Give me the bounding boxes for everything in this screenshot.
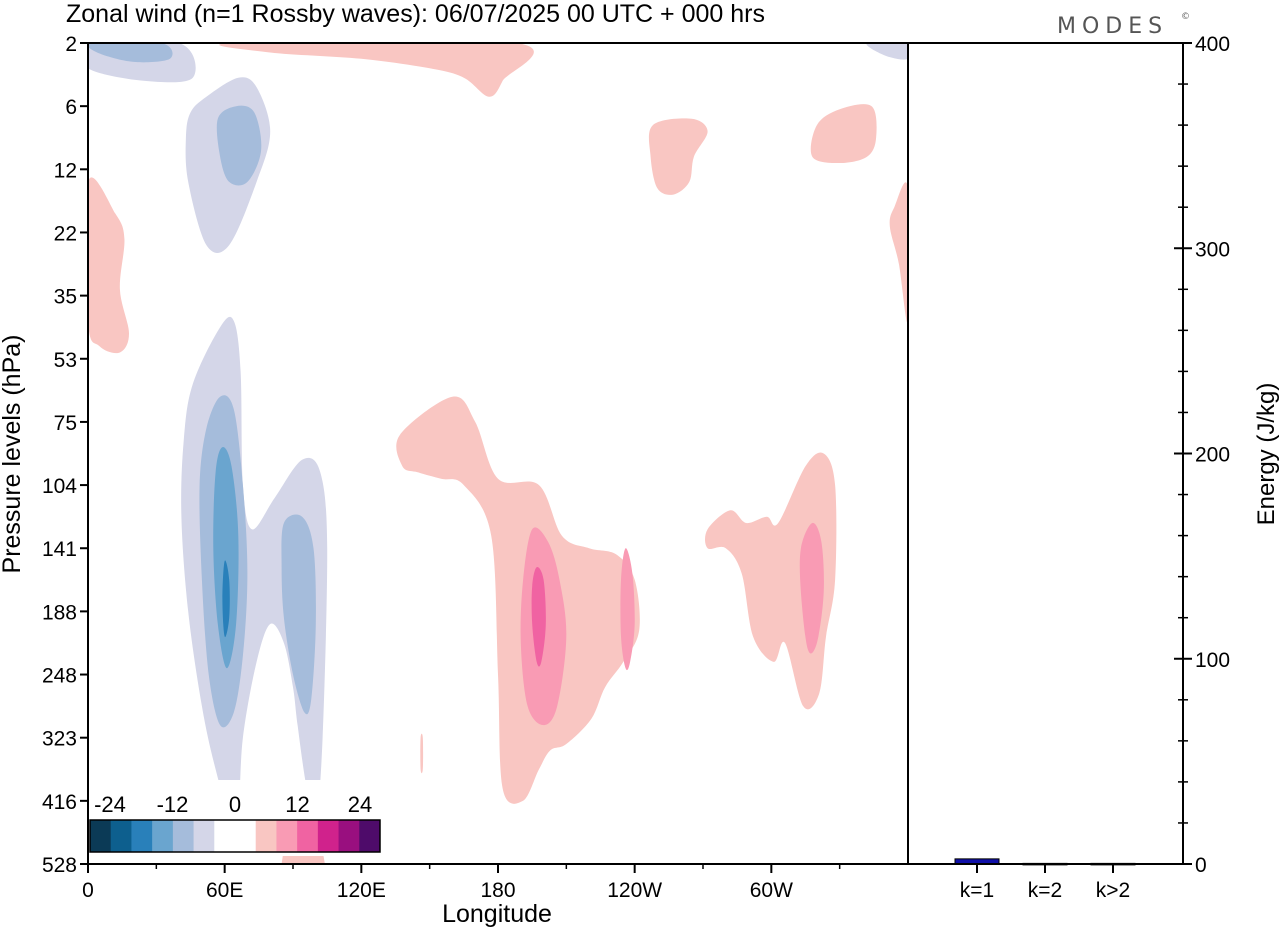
contour-pos-mid-r [705,452,837,710]
contour-neg-top-left-2 [88,43,173,63]
longitude-tick-label: 60E [206,879,243,902]
modes-logo: MODES [1057,14,1168,39]
bar-category-label: k=1 [960,879,994,902]
colorbar-swatch [214,820,236,852]
colorbar-label: -24 [94,792,126,817]
bar-category-label: k=2 [1028,879,1062,902]
contour-pos-top-mid [219,43,534,97]
pressure-tick-label: 248 [42,665,77,688]
pressure-tick-label: 2 [65,33,77,56]
pressure-axis: 2 6 12 22 35 53 75 104 141 188 248 323 416 528 [42,33,88,877]
pressure-tick-label: 35 [54,286,77,309]
contour-pos-mid-mid-c [799,522,824,654]
colorbar-swatch [317,820,340,852]
energy-tick-label: 300 [1195,238,1230,261]
colorbar-swatch [359,820,381,852]
colorbar-legend: -24 -12 0 12 24 [88,780,384,856]
contour-neg-trop-mid-b [281,514,316,715]
x-axis-label: Longitude [442,900,552,928]
y-axis-label: Pressure levels (hPa) [0,335,26,574]
longitude-tick-label: 180 [480,879,515,902]
energy-axis-label: Energy (J/kg) [1253,383,1280,526]
pressure-tick-label: 188 [42,601,77,624]
energy-tick-label: 400 [1195,33,1230,56]
longitude-tick-label: 120E [337,879,386,902]
colorbar-swatch [338,820,360,852]
pressure-tick-label: 104 [42,475,77,498]
pressure-tick-label: 22 [54,222,77,245]
pressure-tick-label: 53 [54,349,77,372]
contour-pos-mid-mid-b [620,548,635,671]
pressure-tick-label: 6 [65,96,77,119]
colorbar-swatch [297,820,319,852]
energy-tick-label: 0 [1195,854,1207,877]
contour-pos-left-edge [88,177,129,354]
colorbar-label: 12 [285,792,309,817]
contour-pos-mid-outer [396,396,640,804]
longitude-axis: 0 60E 120E 180 120W 60W [82,864,841,902]
pressure-tick-label: 75 [54,412,77,435]
energy-tick-label: 100 [1195,649,1230,672]
contour-neg-trop-max [222,560,230,638]
pressure-tick-label: 12 [54,159,77,182]
colorbar-swatch [193,820,215,852]
contour-neg-trop-core [213,447,239,669]
pressure-tick-label: 416 [42,791,77,814]
colorbar-swatch [276,820,298,852]
plot-frame [87,42,1184,865]
contour-neg-strat-b [216,105,262,186]
colorbar-swatch [235,820,257,852]
logo-registered-mark: © [1181,12,1196,22]
pressure-tick-label: 528 [42,854,77,877]
contour-pos-top-r1 [648,118,708,195]
contour-neg-top-right [866,43,908,60]
energy-tick-label: 200 [1195,444,1230,467]
colorbar-swatch [255,820,277,852]
longitude-tick-label: 0 [82,879,94,902]
colorbar-label: -12 [157,792,189,817]
energy-bar-panel: k=1 k=2 k>2 [954,858,1136,902]
colorbar-label: 24 [348,792,372,817]
longitude-tick-label: 120W [607,879,662,902]
colorbar-frame [89,819,381,853]
colorbar-swatch [152,820,174,852]
colorbar-swatch [90,820,112,852]
contour-pos-mid-core [531,567,546,667]
contour-plot [88,43,908,864]
contour-pos-right-edge [889,182,908,323]
contour-pos-top-r2 [810,104,877,163]
bar-category-label: k>2 [1096,879,1130,902]
colorbar-swatch [131,820,153,852]
figure-title: Zonal wind (n=1 Rossby waves): 06/07/202… [66,0,765,28]
contour-pos-speck [420,733,424,774]
colorbar-swatch [172,820,195,852]
colorbar-swatch [110,820,132,852]
longitude-tick-label: 60W [750,879,793,902]
pressure-tick-label: 141 [42,538,77,561]
colorbar-label: 0 [229,792,241,817]
pressure-tick-label: 323 [42,728,77,751]
